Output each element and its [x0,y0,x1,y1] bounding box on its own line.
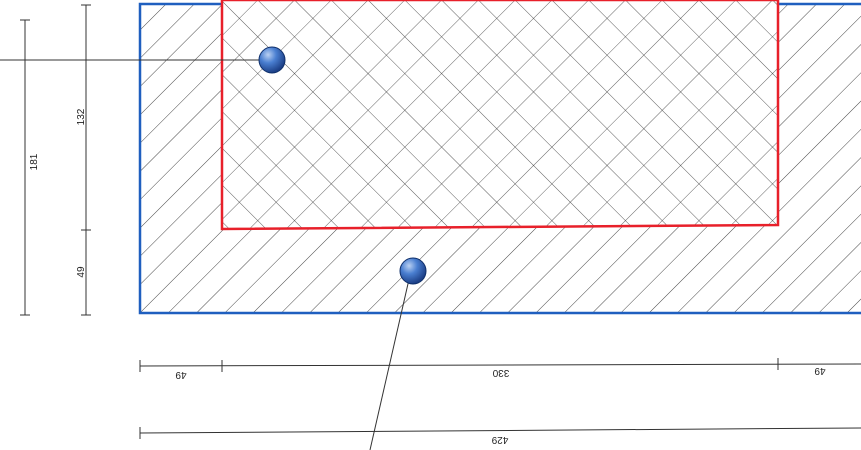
dim-label-429: 429 [491,434,508,445]
dim-label-181: 181 [29,153,40,170]
horizontal-dimension-total: 429 [139,427,861,445]
marker-top[interactable] [258,46,286,74]
dim-label-49-right: 49 [814,365,826,376]
horizontal-dimension-chain: 49 330 49 [139,358,861,380]
vertical-dimension-upper: 132 [76,4,91,231]
dim-label-49: 49 [76,266,87,278]
vertical-dimension-total: 181 [20,19,40,316]
dim-label-132: 132 [76,108,87,125]
marker-bottom[interactable] [399,257,427,285]
vertical-dimension-lower: 49 [76,230,91,316]
leader-line-bottom [369,274,411,450]
dim-label-330: 330 [492,367,509,378]
dim-label-49-left: 49 [175,369,187,380]
inner-section [220,0,780,231]
